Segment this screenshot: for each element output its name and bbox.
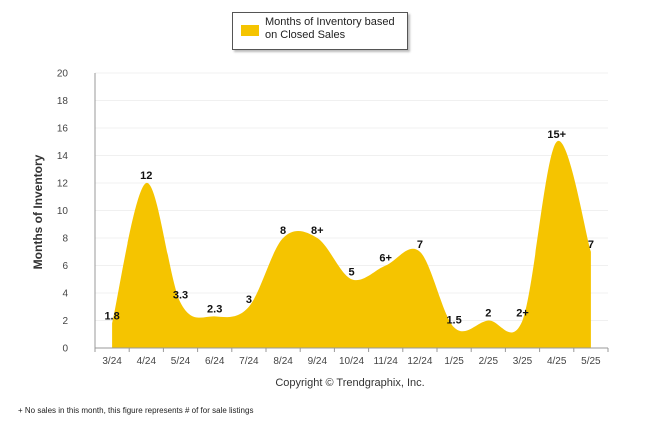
y-tick-label: 16 (57, 124, 69, 135)
x-tick-label: 6/24 (205, 356, 225, 367)
x-tick-label: 8/24 (273, 356, 293, 367)
y-tick-label: 2 (62, 316, 68, 327)
data-label: 3.3 (173, 290, 188, 302)
data-label: 1.5 (446, 314, 461, 326)
y-tick-label: 20 (57, 69, 69, 80)
y-tick-label: 8 (62, 234, 68, 245)
copyright-text: Copyright © Trendgraphix, Inc. (275, 377, 425, 389)
data-label: 2 (485, 308, 491, 320)
x-tick-label: 4/25 (547, 356, 567, 367)
y-tick-label: 12 (57, 179, 69, 190)
legend-swatch (241, 25, 259, 36)
data-labels: 1.8 12 3.3 2.3 3 8 8+ 5 6+ 7 1.5 2 2+ 15+ 7 (104, 129, 594, 327)
x-tick-label: 3/25 (513, 356, 533, 367)
data-label: 8 (280, 225, 286, 237)
y-tick-label: 4 (62, 289, 68, 300)
data-label: 15+ (547, 129, 566, 141)
data-label: 6+ (379, 253, 392, 265)
data-label: 2+ (516, 308, 529, 320)
data-label: 1.8 (104, 310, 119, 322)
x-tick-label: 9/24 (308, 356, 328, 367)
y-tick-labels: 0 2 4 6 8 10 12 14 16 18 20 (57, 69, 69, 355)
x-tick-label: 5/24 (171, 356, 191, 367)
axes (94, 73, 609, 352)
y-tick-label: 0 (62, 344, 68, 355)
x-tick-label: 3/24 (102, 356, 122, 367)
data-label: 3 (246, 294, 252, 306)
x-tick-label: 5/25 (581, 356, 601, 367)
y-tick-label: 14 (57, 151, 69, 162)
y-tick-label: 6 (62, 261, 68, 272)
x-tick-label: 2/25 (479, 356, 499, 367)
y-tick-label: 10 (57, 206, 69, 217)
data-label: 2.3 (207, 303, 222, 315)
y-axis-title: Months of Inventory (31, 154, 45, 269)
x-tick-label: 4/24 (137, 356, 157, 367)
footnote-text: + No sales in this month, this figure re… (18, 406, 254, 415)
legend: Months of Inventory based on Closed Sale… (232, 12, 408, 50)
x-tick-label: 11/24 (374, 356, 399, 367)
data-label: 12 (140, 170, 152, 182)
x-tick-label: 7/24 (239, 356, 259, 367)
data-label: 5 (348, 266, 354, 278)
x-tick-label: 12/24 (407, 356, 432, 367)
legend-label: Months of Inventory based on Closed Sale… (265, 16, 395, 41)
area-series (112, 140, 591, 348)
data-label: 7 (588, 239, 594, 251)
data-label: 7 (417, 239, 423, 251)
x-tick-labels: 3/24 4/24 5/24 6/24 7/24 8/24 9/24 10/24 11/24 12… (102, 356, 601, 367)
x-tick-label: 1/25 (444, 356, 464, 367)
x-tick-label: 10/24 (339, 356, 364, 367)
series-area (112, 140, 591, 348)
data-label: 8+ (311, 225, 324, 237)
y-tick-label: 18 (57, 96, 69, 107)
